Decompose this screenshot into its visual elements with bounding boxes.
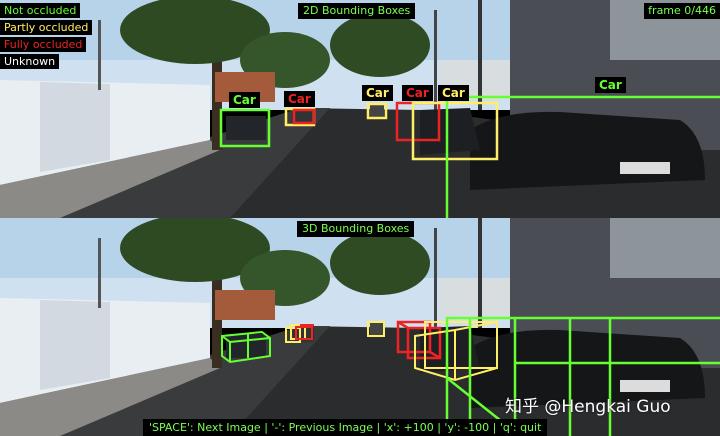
car-label: Car <box>402 85 433 101</box>
panel-2d-bounding-boxes: Not occluded Partly occluded Fully occlu… <box>0 0 720 218</box>
car-label: Car <box>362 85 393 101</box>
panel-3d-bounding-boxes: 3D Bounding Boxes 'SPACE': Next Image | … <box>0 218 720 436</box>
street-scene-image <box>0 218 720 436</box>
bbox-3d-green-car-7 <box>445 316 720 436</box>
legend-fully-occluded: Fully occluded <box>0 37 87 52</box>
bbox-3d-red-car-3 <box>295 324 314 340</box>
bbox-2d-red-car-3 <box>292 108 316 125</box>
street-scene-image <box>0 0 720 218</box>
bbox-2d-yellow-car-6 <box>411 101 499 161</box>
watermark: 知乎 @Hengkai Guo <box>505 397 671 417</box>
panel-title-2d: 2D Bounding Boxes <box>298 3 416 19</box>
legend-unknown: Unknown <box>0 54 60 69</box>
bbox-3d-green-car-1 <box>221 330 271 364</box>
frame-counter: frame 0/446 <box>644 3 720 19</box>
car-label: Car <box>438 85 469 101</box>
legend-partly-occluded: Partly occluded <box>0 20 93 35</box>
car-label: Car <box>229 92 260 108</box>
car-label: Car <box>595 77 626 93</box>
car-label: Car <box>284 91 315 107</box>
bbox-3d-yellow-car-6 <box>414 320 498 382</box>
keyboard-help-bar: 'SPACE': Next Image | '-': Previous Imag… <box>143 419 548 436</box>
legend-not-occluded: Not occluded <box>0 3 81 18</box>
bbox-3d-yellow-car-4 <box>367 321 385 337</box>
bbox-2d-yellow-car-4 <box>366 102 388 120</box>
bbox-2d-green-car-1 <box>219 108 271 148</box>
panel-title-3d: 3D Bounding Boxes <box>297 221 415 237</box>
